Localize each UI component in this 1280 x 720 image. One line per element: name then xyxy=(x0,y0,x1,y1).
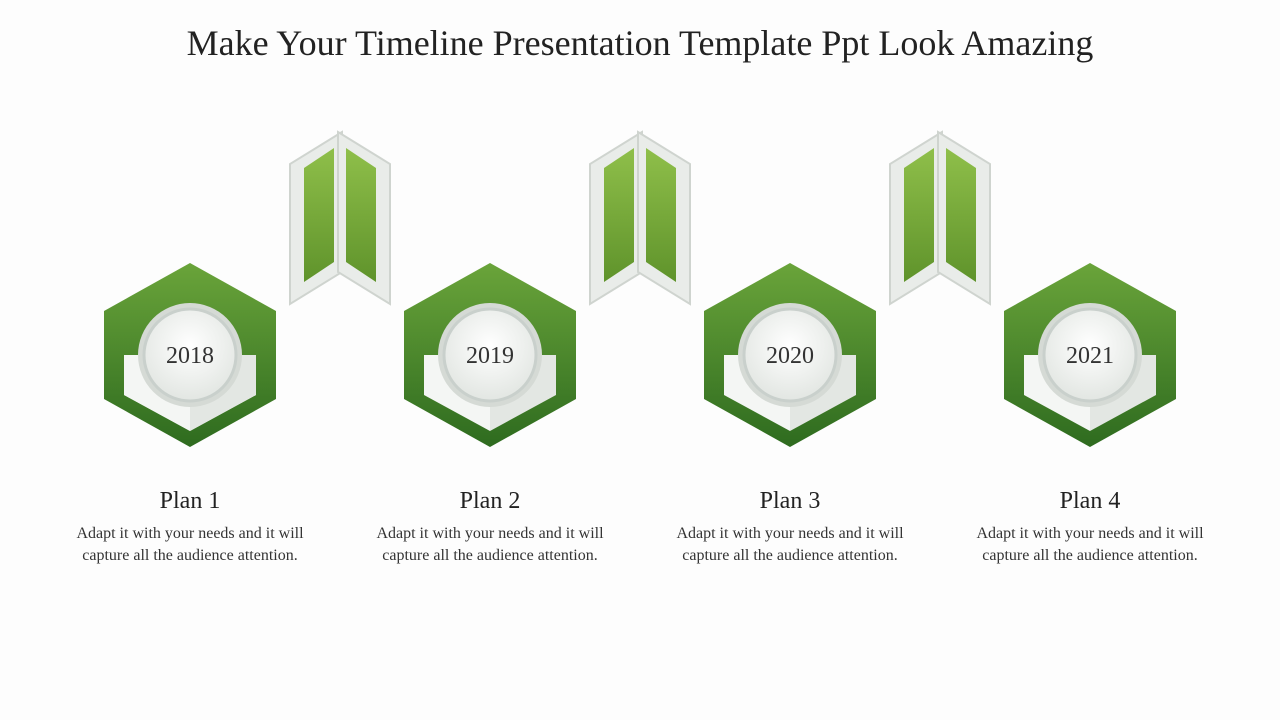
plan-title: Plan 3 xyxy=(670,488,910,515)
text-block: Plan 1 Adapt it with your needs and it w… xyxy=(70,488,310,566)
plan-title: Plan 2 xyxy=(370,488,610,515)
plan-desc: Adapt it with your needs and it will cap… xyxy=(970,523,1210,566)
timeline-item: 2018 Plan 1 Adapt it with your needs and… xyxy=(40,130,340,566)
year-label: 2018 xyxy=(166,343,214,369)
timeline-item: 2020 Plan 3 Adapt it with your needs and… xyxy=(640,130,940,566)
plan-title: Plan 1 xyxy=(70,488,310,515)
timeline-row: 2018 Plan 1 Adapt it with your needs and… xyxy=(0,130,1280,566)
year-label: 2019 xyxy=(466,343,514,369)
slide: Make Your Timeline Presentation Template… xyxy=(0,0,1280,720)
text-block: Plan 2 Adapt it with your needs and it w… xyxy=(370,488,610,566)
plan-desc: Adapt it with your needs and it will cap… xyxy=(70,523,310,566)
year-label: 2020 xyxy=(766,343,814,369)
graphic-area: 2021 xyxy=(940,130,1240,460)
graphic-area: 2020 xyxy=(640,130,940,460)
page-title: Make Your Timeline Presentation Template… xyxy=(0,22,1280,64)
graphic-area: 2019 xyxy=(340,130,640,460)
hexagon-icon: 2018 xyxy=(90,255,290,460)
plan-desc: Adapt it with your needs and it will cap… xyxy=(670,523,910,566)
hexagon-icon: 2021 xyxy=(990,255,1190,460)
timeline-item: 2019 Plan 2 Adapt it with your needs and… xyxy=(340,130,640,566)
plan-desc: Adapt it with your needs and it will cap… xyxy=(370,523,610,566)
graphic-area: 2018 xyxy=(40,130,340,460)
year-label: 2021 xyxy=(1066,343,1114,369)
hexagon-icon: 2020 xyxy=(690,255,890,460)
text-block: Plan 3 Adapt it with your needs and it w… xyxy=(670,488,910,566)
plan-title: Plan 4 xyxy=(970,488,1210,515)
timeline-item: 2021 Plan 4 Adapt it with your needs and… xyxy=(940,130,1240,566)
hexagon-icon: 2019 xyxy=(390,255,590,460)
text-block: Plan 4 Adapt it with your needs and it w… xyxy=(970,488,1210,566)
